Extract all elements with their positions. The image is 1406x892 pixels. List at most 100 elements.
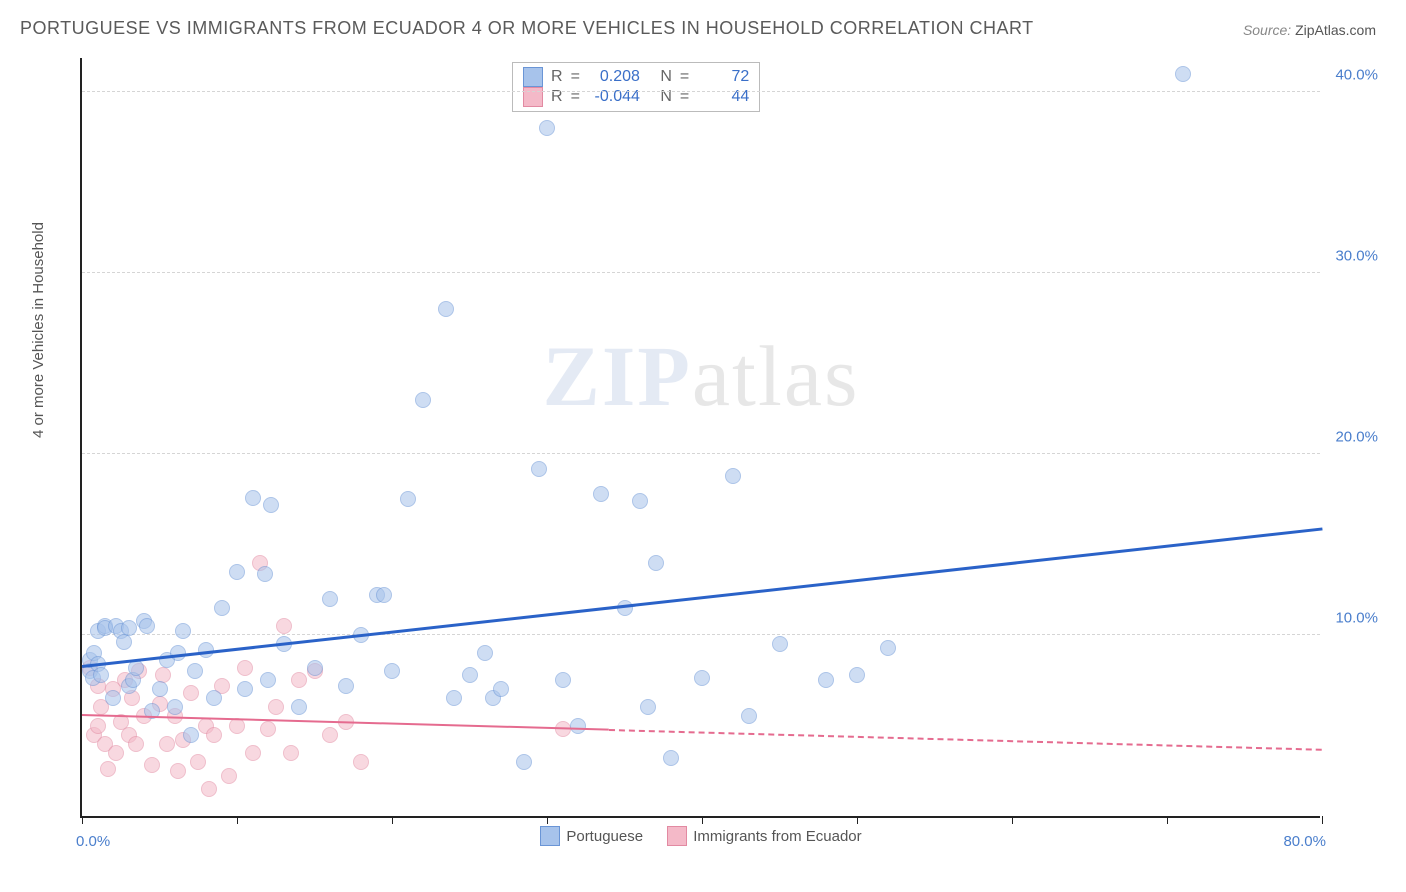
scatter-point [206, 727, 222, 743]
scatter-point [663, 750, 679, 766]
scatter-point [260, 721, 276, 737]
swatch-series-1 [523, 87, 543, 107]
scatter-point [260, 672, 276, 688]
scatter-point [144, 757, 160, 773]
y-tick-label: 20.0% [1335, 429, 1378, 446]
stats-n-label: N [660, 68, 672, 86]
stats-row-series-1: R = -0.044 N = 44 [523, 87, 749, 107]
watermark-atlas: atlas [692, 328, 860, 424]
scatter-point [283, 745, 299, 761]
plot-area: ZIPatlas R = 0.208 N = 72 R = -0.044 N = [80, 58, 1320, 818]
scatter-point [818, 672, 834, 688]
legend-item-1: Immigrants from Ecuador [667, 826, 861, 846]
watermark: ZIPatlas [543, 326, 860, 426]
scatter-point [221, 768, 237, 784]
scatter-point [263, 497, 279, 513]
scatter-point [276, 618, 292, 634]
scatter-point [648, 555, 664, 571]
scatter-point [108, 745, 124, 761]
x-tick-label-min: 0.0% [76, 833, 110, 850]
scatter-point [245, 745, 261, 761]
scatter-point [93, 667, 109, 683]
scatter-point [880, 640, 896, 656]
y-tick-label: 10.0% [1335, 610, 1378, 627]
y-tick-label: 30.0% [1335, 248, 1378, 265]
y-axis-label: 4 or more Vehicles in Household [30, 222, 47, 438]
scatter-point [237, 660, 253, 676]
scatter-point [90, 718, 106, 734]
gridline-h [82, 634, 1320, 635]
watermark-zip: ZIP [543, 328, 692, 424]
scatter-point [190, 754, 206, 770]
x-tick-label-max: 80.0% [1283, 833, 1326, 850]
stats-r-label: R [551, 68, 563, 86]
scatter-point [462, 667, 478, 683]
scatter-point [539, 120, 555, 136]
x-tick [1012, 816, 1013, 824]
scatter-point [175, 623, 191, 639]
scatter-point [100, 761, 116, 777]
source-value: ZipAtlas.com [1295, 22, 1376, 38]
scatter-point [570, 718, 586, 734]
stats-eq: = [571, 68, 580, 86]
scatter-point [159, 736, 175, 752]
scatter-point [152, 681, 168, 697]
scatter-point [116, 634, 132, 650]
scatter-point [214, 600, 230, 616]
scatter-point [167, 699, 183, 715]
scatter-point [741, 708, 757, 724]
scatter-point [353, 754, 369, 770]
legend-label-1: Immigrants from Ecuador [693, 828, 861, 845]
scatter-point [376, 587, 392, 603]
scatter-point [725, 468, 741, 484]
scatter-point [291, 699, 307, 715]
scatter-point [849, 667, 865, 683]
chart-container: 4 or more Vehicles in Household ZIPatlas… [50, 58, 1380, 848]
scatter-point [307, 660, 323, 676]
x-tick [857, 816, 858, 824]
scatter-point [257, 566, 273, 582]
legend: Portuguese Immigrants from Ecuador [82, 826, 1320, 850]
source-attribution: Source: ZipAtlas.com [1243, 22, 1376, 38]
x-tick [547, 816, 548, 824]
scatter-point [237, 681, 253, 697]
gridline-h [82, 91, 1320, 92]
scatter-point [268, 699, 284, 715]
scatter-point [155, 667, 171, 683]
legend-swatch-1 [667, 826, 687, 846]
scatter-point [206, 690, 222, 706]
scatter-point [245, 490, 261, 506]
scatter-point [338, 678, 354, 694]
scatter-point [531, 461, 547, 477]
scatter-point [170, 763, 186, 779]
x-tick [237, 816, 238, 824]
x-tick [82, 816, 83, 824]
legend-label-0: Portuguese [566, 828, 643, 845]
gridline-h [82, 272, 1320, 273]
scatter-point [516, 754, 532, 770]
scatter-point [121, 620, 137, 636]
scatter-point [322, 591, 338, 607]
stats-n-value-0: 72 [697, 68, 749, 86]
scatter-point [640, 699, 656, 715]
scatter-point [446, 690, 462, 706]
chart-title: PORTUGUESE VS IMMIGRANTS FROM ECUADOR 4 … [20, 18, 1034, 39]
stats-eq: = [680, 68, 689, 86]
gridline-h [82, 453, 1320, 454]
scatter-point [322, 727, 338, 743]
trend-line [609, 729, 1322, 751]
scatter-point [201, 781, 217, 797]
scatter-point [477, 645, 493, 661]
legend-item-0: Portuguese [540, 826, 643, 846]
scatter-point [183, 727, 199, 743]
scatter-point [183, 685, 199, 701]
scatter-point [384, 663, 400, 679]
source-label: Source: [1243, 22, 1291, 38]
swatch-series-0 [523, 67, 543, 87]
trend-line [82, 528, 1322, 668]
x-tick [1322, 816, 1323, 824]
scatter-point [555, 672, 571, 688]
scatter-point [593, 486, 609, 502]
scatter-point [291, 672, 307, 688]
scatter-point [415, 392, 431, 408]
